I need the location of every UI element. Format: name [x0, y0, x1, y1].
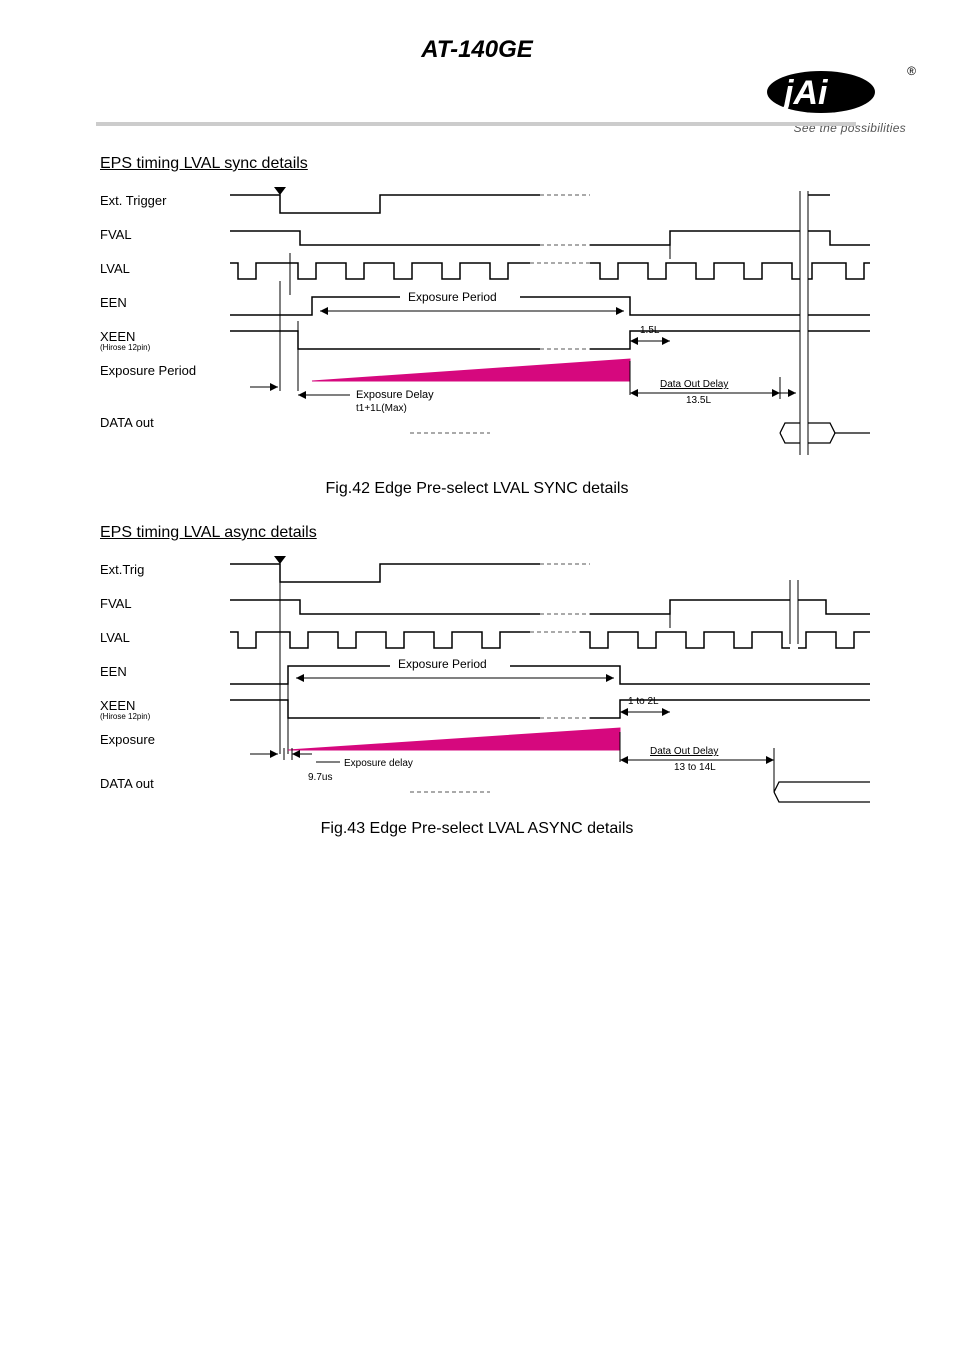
diagram-sync: Ext. Trigger FVAL LVAL	[100, 185, 840, 465]
signal-lval	[230, 253, 830, 287]
signal-fval	[230, 219, 830, 253]
data-out-delay-label: Data Out Delay	[660, 379, 728, 390]
label-een: EEN	[100, 295, 127, 310]
signal-exposure	[230, 355, 830, 389]
signal-data-out: Exposure Delay t1+1L(Max) Data Out Delay…	[230, 389, 830, 449]
label-xeen: XEEN	[100, 329, 135, 344]
label-xeen-sub2: (Hirose 12pin)	[100, 712, 150, 721]
exposure-period-text: Exposure Period	[408, 290, 497, 304]
row-lval: LVAL	[100, 253, 840, 287]
registered-mark: ®	[907, 64, 916, 78]
label-xeen2: XEEN	[100, 698, 135, 713]
label-exposure2: Exposure	[100, 732, 155, 747]
signal-ext-trigger	[230, 185, 830, 219]
row-lval2: LVAL	[100, 622, 840, 656]
label-data-out2: DATA out	[100, 776, 154, 791]
xeen-delay-text: 1.5L	[640, 325, 660, 336]
signal-lval2	[230, 622, 830, 656]
row-exposure: Exposure Period	[100, 355, 840, 389]
label-fval2: FVAL	[100, 596, 132, 611]
row-fval2: FVAL	[100, 588, 840, 622]
exposure-delay-value: t1+1L(Max)	[356, 403, 407, 414]
row-fval: FVAL	[100, 219, 840, 253]
signal-een: Exposure Period	[230, 287, 830, 321]
caption-fig43: Fig.43 Edge Pre-select LVAL ASYNC detail…	[0, 820, 954, 838]
exposure-period2: Exposure Period	[398, 657, 487, 671]
section2-heading: EPS timing LVAL async details	[100, 524, 317, 542]
section1-heading: EPS timing LVAL sync details	[100, 155, 308, 173]
xeen-delay-text2: 1 to 2L	[628, 696, 659, 707]
row-een2: EEN Exposure Period	[100, 656, 840, 690]
signal-xeen2: 1 to 2L	[230, 690, 830, 724]
label-ext-trig: Ext.Trig	[100, 562, 144, 577]
exposure-delay-label: Exposure Delay	[356, 389, 434, 401]
label-exposure: Exposure Period	[100, 363, 196, 378]
signal-fval2	[230, 588, 830, 622]
row-ext-trigger: Ext. Trigger	[100, 185, 840, 219]
caption-fig42: Fig.42 Edge Pre-select LVAL SYNC details	[0, 480, 954, 498]
signal-ext-trig2	[230, 554, 830, 588]
signal-data-out2: Exposure delay 9.7us Data Out Delay 13 t…	[230, 758, 830, 808]
row-exposure2: Exposure	[100, 724, 840, 758]
jai-logo-icon: jAi	[766, 70, 876, 114]
label-een2: EEN	[100, 664, 127, 679]
signal-een2: Exposure Period	[230, 656, 830, 690]
row-een: EEN Exposure Period	[100, 287, 840, 321]
header-rule	[96, 122, 856, 126]
page-title: AT-140GE	[0, 36, 954, 64]
data-out-delay-value: 13.5L	[686, 395, 711, 406]
signal-xeen: 1.5L	[230, 321, 830, 355]
row-data-out2: DATA out Exposure delay 9.7us Data Out D…	[100, 758, 840, 808]
label-lval: LVAL	[100, 261, 130, 276]
label-data-out: DATA out	[100, 415, 154, 430]
row-xeen: XEEN (Hirose 12pin) 1.5L	[100, 321, 840, 355]
row-ext-trig: Ext.Trig	[100, 554, 840, 588]
data-out-delay-value2: 13 to 14L	[674, 762, 716, 773]
label-ext-trigger: Ext. Trigger	[100, 193, 166, 208]
row-xeen2: XEEN (Hirose 12pin) 1 to 2L	[100, 690, 840, 724]
label-fval: FVAL	[100, 227, 132, 242]
signal-exposure2	[230, 724, 830, 758]
label-lval2: LVAL	[100, 630, 130, 645]
page-title-text: AT-140GE	[421, 36, 533, 63]
diagram-async: Ext.Trig FVAL LVAL	[100, 554, 840, 814]
row-data-out: DATA out Exposure Delay t1+1L(Max) Data …	[100, 389, 840, 449]
svg-text:jAi: jAi	[780, 74, 829, 112]
exposure-delay-label2: Exposure delay	[344, 758, 413, 769]
exposure-delay-value2: 9.7us	[308, 772, 332, 783]
data-out-delay-label2: Data Out Delay	[650, 746, 718, 757]
label-xeen-sub: (Hirose 12pin)	[100, 343, 150, 352]
